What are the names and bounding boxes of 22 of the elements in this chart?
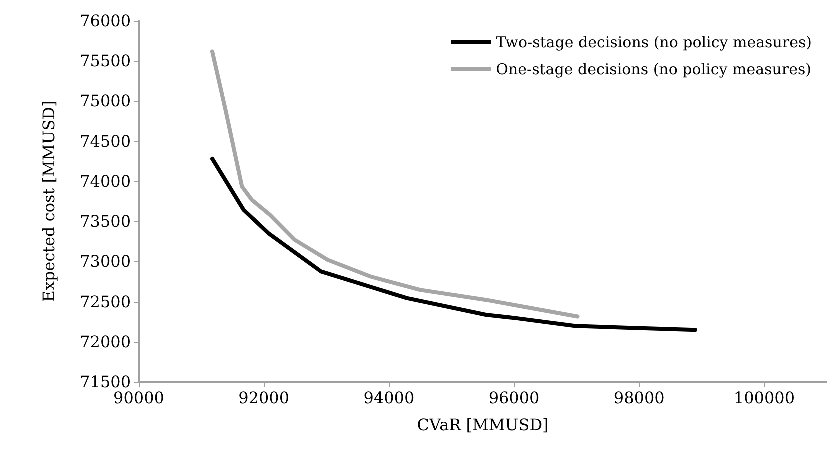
x-tick-label: 90000 [114,388,164,408]
x-tick-label: 98000 [614,388,665,408]
line-series [210,156,698,332]
y-tick-label: 75000 [80,92,131,111]
x-axis-title: CVaR [MMUSD] [417,416,549,434]
x-tick-label: 100000 [734,388,795,408]
y-tick-label: 73000 [80,252,131,272]
legend-label: Two-stage decisions (no policy measures) [496,34,812,52]
y-tick-label: 71500 [80,372,131,392]
legend-label: One-stage decisions (no policy measures) [496,60,812,78]
y-tick-label: 75500 [80,52,131,71]
y-tick-label: 73500 [80,212,131,232]
line-series [210,50,580,319]
y-tick-label: 72000 [80,332,131,352]
y-tick-label: 74000 [80,172,131,191]
y-tick-label: 76000 [80,12,131,30]
y-tick-label: 72500 [80,292,131,312]
x-tick-label: 94000 [364,388,415,408]
y-tick-label: 74500 [80,132,131,151]
x-tick-label: 96000 [488,388,540,408]
y-axis-title: Expected cost [MMUSD] [40,100,58,302]
x-tick-label: 92000 [238,388,290,408]
